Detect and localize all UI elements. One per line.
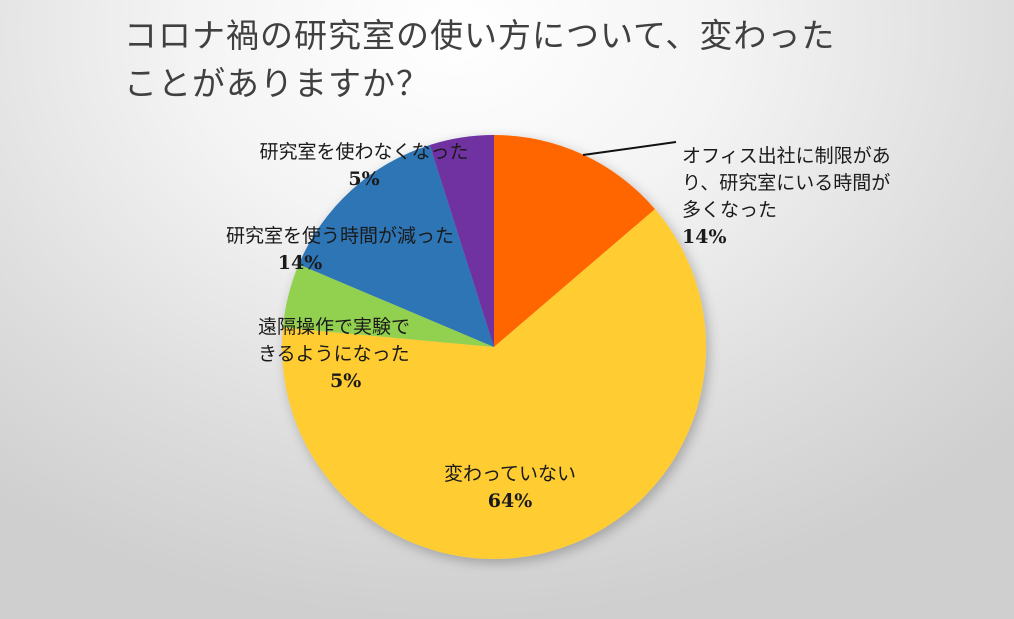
leader-line: [582, 141, 677, 156]
pie-slice-2: [282, 264, 494, 347]
label-unchanged: 変わっていない 64%: [410, 434, 610, 542]
label-reduced: 研究室を使う時間が減った 14%: [200, 196, 480, 304]
label-remote: 遠隔操作で実験で きるようになった 5%: [258, 287, 458, 422]
chart-title-line-1: コロナ禍の研究室の使い方について、変わった: [124, 16, 836, 55]
label-office-text: オフィス出社に制限があ り、研究室にいる時間が 多くなった: [682, 145, 891, 221]
label-unchanged-percent: 64%: [487, 490, 533, 512]
label-unchanged-text: 変わっていない: [443, 463, 577, 485]
label-remote-text: 遠隔操作で実験で きるようになった: [258, 316, 411, 365]
pie-slices: [282, 135, 706, 560]
label-unused-percent: 5%: [348, 168, 380, 190]
pie-slice-1: [282, 209, 706, 560]
chart-title: コロナ禍の研究室の使い方について、変わった ことがありますか？: [124, 12, 904, 108]
label-office-percent: 14%: [682, 226, 727, 248]
chart-title-line-2: ことがありますか？: [124, 64, 430, 103]
label-reduced-text: 研究室を使う時間が減った: [225, 225, 454, 247]
label-office: オフィス出社に制限があ り、研究室にいる時間が 多くなった 14%: [682, 116, 891, 278]
label-reduced-percent: 14%: [277, 252, 323, 274]
pie-slice-0: [494, 135, 655, 347]
pie-slice-3: [298, 144, 494, 347]
label-unused-text: 研究室を使わなくなった: [259, 141, 469, 163]
pie-slice-4: [429, 135, 494, 347]
label-unused: 研究室を使わなくなった 5%: [236, 112, 492, 220]
label-remote-percent: 5%: [330, 370, 362, 392]
